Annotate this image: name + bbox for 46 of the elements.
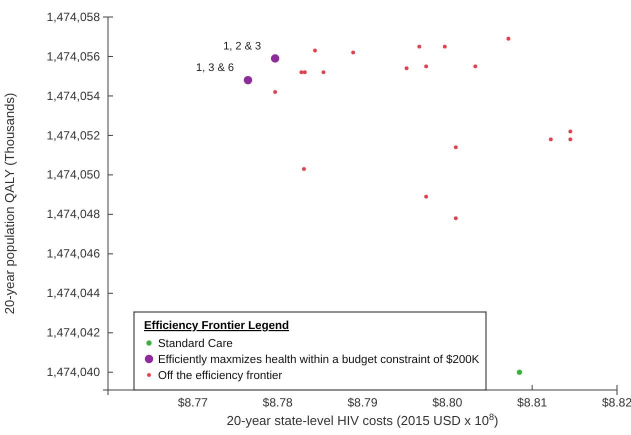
x-tick-label: $8.77 bbox=[178, 396, 208, 410]
y-tick-label: 1,474,042 bbox=[46, 326, 100, 340]
y-tick-label: 1,474,046 bbox=[46, 246, 100, 261]
point bbox=[473, 64, 478, 68]
legend-label: Efficiently maxmizes health within a budget constraint of $200K bbox=[158, 354, 480, 366]
y-tick-label: 1,474,040 bbox=[46, 365, 100, 380]
point bbox=[322, 70, 326, 74]
point bbox=[454, 216, 458, 220]
point bbox=[516, 370, 522, 375]
point bbox=[300, 70, 304, 74]
point bbox=[424, 64, 428, 68]
point bbox=[351, 50, 356, 54]
point bbox=[417, 44, 422, 48]
annotation: 1, 2 & 3 bbox=[223, 40, 262, 52]
legend-label: Standard Care bbox=[158, 338, 233, 350]
point bbox=[270, 54, 280, 63]
y-tick-label: 1,474,050 bbox=[46, 168, 100, 182]
point bbox=[568, 137, 572, 142]
y-tick-label: 1,474,056 bbox=[46, 49, 100, 64]
point bbox=[313, 48, 317, 52]
point bbox=[302, 167, 306, 171]
legend-title: Efficiency Frontier Legend bbox=[144, 320, 290, 332]
y-tick-label: 1,474,048 bbox=[46, 207, 100, 222]
point bbox=[454, 145, 458, 150]
y-tick-label: 1,474,054 bbox=[46, 88, 100, 103]
point bbox=[548, 137, 553, 142]
legend-label: Off the efficiency frontier bbox=[158, 370, 282, 382]
x-tick-label: $8.78 bbox=[262, 396, 294, 410]
annotation: 1, 3 & 6 bbox=[196, 62, 234, 74]
point bbox=[404, 66, 409, 70]
point bbox=[442, 44, 447, 48]
y-tick-label: 1,474,044 bbox=[46, 286, 100, 300]
point bbox=[273, 90, 278, 94]
x-tick-label: $8.79 bbox=[347, 396, 378, 410]
y-tick-label: 1,474,052 bbox=[46, 128, 100, 142]
x-tick-label: $8.80 bbox=[432, 396, 463, 410]
y-axis-title: 20-year population QALY (Thousands) bbox=[2, 92, 17, 314]
x-tick-label: $8.82 bbox=[602, 396, 631, 410]
point bbox=[302, 70, 307, 74]
point bbox=[506, 36, 510, 41]
point bbox=[568, 130, 572, 134]
point bbox=[244, 76, 252, 84]
point bbox=[424, 194, 428, 198]
x-tick-label: $8.81 bbox=[517, 396, 548, 410]
y-tick-label: 1,474,058 bbox=[46, 10, 100, 24]
x-axis-title: 20-year state-level HIV costs (2015 USD x 10$^{8}$) bbox=[226, 412, 498, 428]
